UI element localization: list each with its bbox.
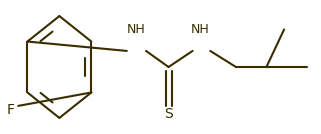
Text: F: F [6,103,14,117]
Text: NH: NH [191,23,210,36]
Text: NH: NH [127,23,146,36]
Text: S: S [164,107,173,121]
